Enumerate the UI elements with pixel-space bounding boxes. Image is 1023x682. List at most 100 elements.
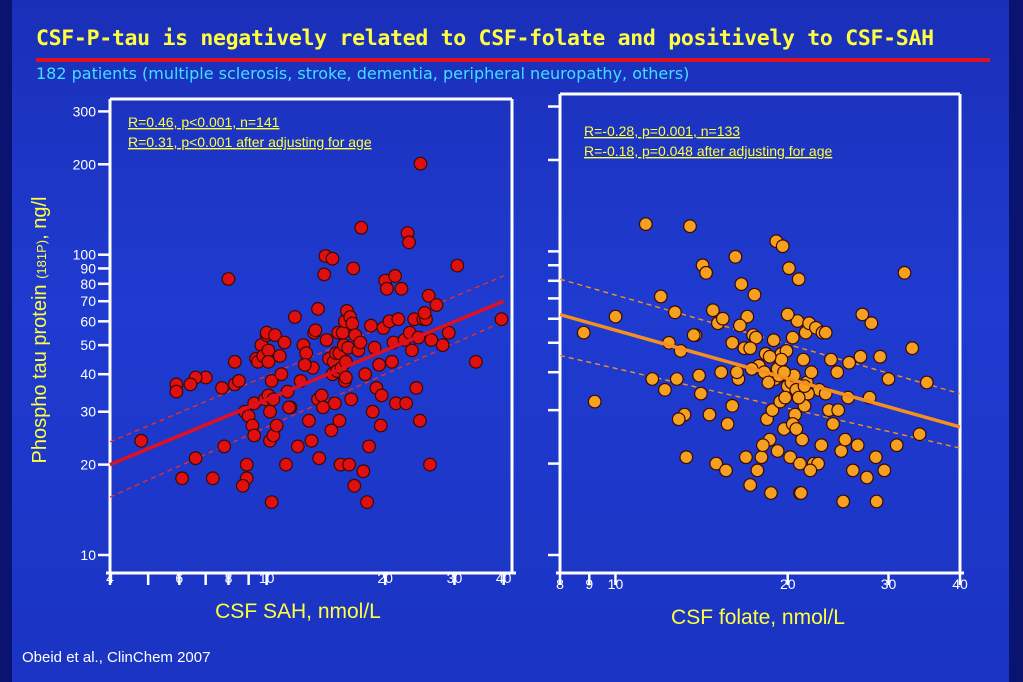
folate-point	[846, 463, 860, 478]
slide-subtitle: 182 patients (multiple sclerosis, stroke…	[36, 64, 690, 83]
sah-point	[188, 451, 203, 466]
folate-point	[749, 330, 763, 345]
sah-point	[319, 333, 334, 347]
sah-point	[417, 306, 432, 320]
folate-point	[719, 463, 733, 478]
sah-point	[394, 281, 409, 296]
folate-point	[804, 365, 819, 380]
folate-x-axis-label: CSF folate, nmol/L	[671, 606, 845, 629]
folate-point	[658, 382, 672, 397]
folate-point	[679, 450, 694, 465]
folate-point	[587, 394, 602, 409]
sah-x-tick-label: 40	[496, 570, 512, 586]
sah-y-tick-label: 20	[80, 457, 96, 473]
sah-point	[421, 288, 436, 303]
folate-point	[881, 372, 896, 386]
sah-point	[312, 451, 327, 466]
folate-point	[782, 261, 796, 276]
folate-point	[919, 375, 934, 390]
folate-point	[826, 417, 840, 431]
folate-point	[855, 307, 870, 322]
sah-point	[235, 478, 250, 493]
folate-point	[889, 438, 904, 453]
sah-annotation: R=0.31, p<0.001 after adjusting for age	[128, 134, 372, 150]
sah-x-tick-label: 6	[175, 570, 183, 586]
sah-point	[354, 220, 369, 235]
folate-point	[638, 217, 653, 232]
folate-point	[869, 494, 884, 509]
sah-point	[317, 267, 332, 282]
sah-point	[264, 374, 279, 388]
folate-point	[794, 486, 808, 500]
folate-point	[743, 341, 758, 356]
folate-point	[686, 328, 701, 343]
folate-point	[715, 311, 730, 326]
sah-point	[308, 323, 323, 338]
folate-point	[671, 412, 686, 427]
folate-point	[818, 325, 833, 340]
folate-point	[778, 390, 793, 405]
sah-point	[304, 433, 319, 448]
folate-point	[702, 407, 717, 422]
folate-point	[814, 438, 829, 453]
sah-point	[424, 333, 439, 347]
sah-x-tick-label: 4	[106, 570, 114, 586]
sah-point	[353, 335, 368, 350]
sah-point	[356, 464, 371, 479]
sah-point	[217, 439, 232, 454]
folate-point	[824, 352, 838, 367]
folate-point	[831, 403, 846, 418]
folate-point	[694, 386, 708, 401]
citation: Obeid et al., ClinChem 2007	[22, 649, 211, 666]
sah-point	[314, 388, 329, 403]
sah-point	[423, 457, 437, 472]
folate-point	[645, 372, 660, 386]
folate-scatter-plot: 8 9 10 20 30 40 R=-0.28, p=0.001, n=133 R=-0.18…	[548, 92, 968, 629]
sah-point	[183, 377, 198, 392]
y-axis-label: Phospho tau protein (181P), ng/l	[29, 197, 51, 464]
sah-point	[435, 338, 450, 353]
sah-point	[227, 354, 242, 369]
sah-point	[269, 418, 284, 433]
sah-point	[469, 354, 483, 369]
sah-point	[239, 457, 254, 472]
folate-point	[834, 444, 849, 458]
folate-annotation: R=-0.18, p=0.048 after adjusting for age	[584, 143, 832, 159]
sah-x-tick-label: 30	[447, 570, 463, 586]
sah-point	[345, 316, 360, 331]
folate-point	[739, 450, 753, 465]
sah-point	[365, 404, 380, 419]
folate-point	[785, 330, 800, 345]
folate-point	[764, 486, 778, 500]
sah-point	[311, 302, 325, 316]
sah-point	[346, 261, 361, 276]
sah-point	[221, 272, 236, 286]
folate-point	[730, 365, 744, 380]
sah-point	[324, 423, 339, 438]
sah-x-axis-label: CSF SAH, nmol/L	[215, 600, 381, 623]
sah-point	[364, 318, 378, 333]
folate-point	[576, 325, 591, 340]
folate-point	[780, 307, 795, 322]
folate-point	[706, 303, 720, 318]
sah-point	[279, 457, 293, 472]
folate-point	[905, 341, 920, 356]
sah-point	[302, 413, 316, 428]
sah-point	[391, 312, 406, 327]
sah-point	[494, 312, 509, 327]
folate-x-tick-label: 9	[585, 576, 593, 592]
folate-point	[912, 427, 927, 442]
sah-regression-line	[109, 299, 505, 467]
sah-point	[405, 343, 419, 358]
sah-point	[205, 471, 220, 486]
sah-point	[388, 269, 403, 283]
sah-point	[134, 433, 149, 448]
sah-point	[263, 404, 277, 419]
sah-point	[347, 478, 362, 493]
sah-point	[409, 381, 424, 395]
sah-y-tick-label: 40	[80, 366, 96, 382]
sah-y-tick-label: 80	[80, 276, 96, 292]
sah-point	[413, 413, 427, 428]
